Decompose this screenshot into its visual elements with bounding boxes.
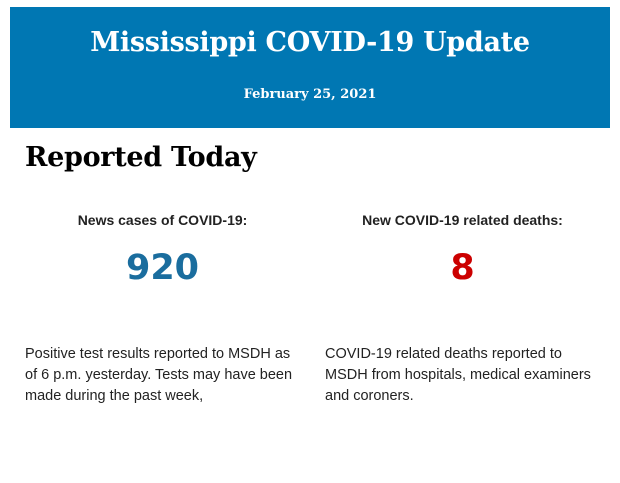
new-deaths-label: New COVID-19 related deaths: — [362, 212, 563, 228]
new-cases-label: News cases of COVID-19: — [77, 212, 248, 228]
header-banner: Mississippi COVID-19 Update February 25,… — [10, 7, 610, 128]
report-date: February 25, 2021 — [243, 87, 377, 102]
new-deaths-description: COVID-19 related deaths reported to MSDH… — [325, 346, 591, 404]
section-heading: Reported Today — [25, 142, 257, 173]
new-cases-description: Positive test results reported to MSDH a… — [25, 346, 293, 404]
new-cases-value: 920 — [125, 248, 200, 288]
page-title: Mississippi COVID-19 Update — [90, 27, 530, 58]
new-deaths-value: 8 — [450, 248, 475, 288]
new-cases-stat: News cases of COVID-19: 920 Positive tes… — [25, 212, 300, 404]
new-deaths-stat: New COVID-19 related deaths: 8 COVID-19 … — [325, 212, 600, 404]
